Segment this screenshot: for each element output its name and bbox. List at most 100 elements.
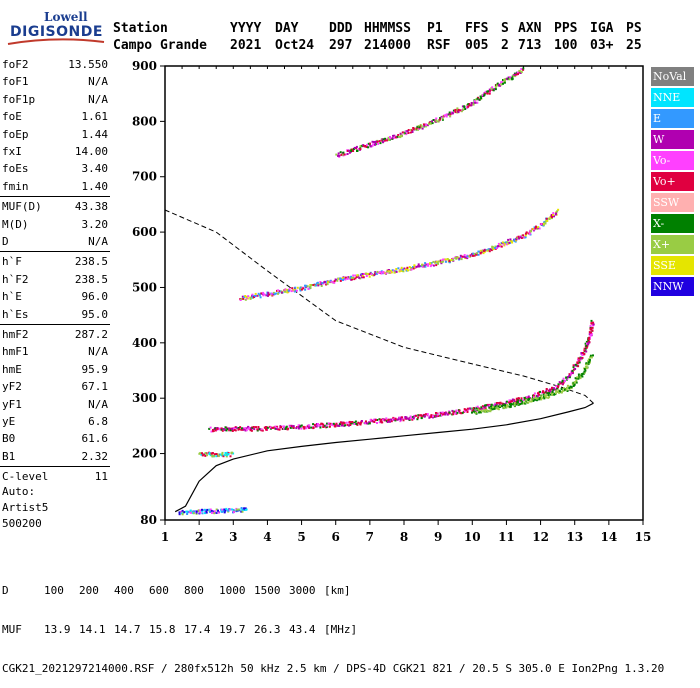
echo-point xyxy=(484,249,487,252)
echo-point xyxy=(513,239,516,242)
echo-point xyxy=(278,290,281,293)
footer-distance-value: 3000 xyxy=(289,584,316,597)
param-row: yE 6.8 xyxy=(0,413,112,431)
echo-point xyxy=(524,401,527,404)
y-tick-label: 200 xyxy=(132,447,157,461)
echo-point xyxy=(234,429,237,432)
echo-point xyxy=(479,249,482,252)
echo-point xyxy=(555,385,558,388)
echo-point xyxy=(238,428,241,430)
auto-program: Artist5 xyxy=(2,501,49,514)
echo-point xyxy=(517,73,519,76)
echo-point xyxy=(585,344,588,347)
echo-point xyxy=(374,271,377,274)
echo-point xyxy=(448,412,451,415)
echo-point xyxy=(520,397,523,400)
echo-point xyxy=(446,413,449,416)
echo-point xyxy=(260,292,263,295)
param-value: N/A xyxy=(88,345,108,359)
echo-point xyxy=(458,409,461,412)
echo-point xyxy=(592,323,595,326)
echo-point xyxy=(344,424,347,427)
echo-point xyxy=(510,77,513,80)
echo-point xyxy=(545,217,548,220)
echo-point xyxy=(348,420,351,423)
echo-point xyxy=(477,253,480,256)
echo-point xyxy=(221,508,224,511)
echo-point xyxy=(322,282,325,285)
echo-point xyxy=(560,388,563,390)
echo-point xyxy=(509,238,512,241)
echo-point xyxy=(317,284,320,287)
echo-point xyxy=(242,427,245,430)
echo-point xyxy=(199,452,202,455)
echo-point xyxy=(341,422,344,425)
echo-point xyxy=(363,144,365,147)
echo-point xyxy=(571,369,574,372)
param-key: B0 xyxy=(2,432,16,446)
echo-point xyxy=(244,508,247,511)
echo-point xyxy=(491,408,494,411)
echo-point xyxy=(387,270,390,273)
echo-point xyxy=(215,455,218,458)
echo-point xyxy=(480,406,483,409)
echo-point xyxy=(476,405,479,408)
param-key: M(D) xyxy=(2,217,29,231)
param-row: B0 61.6 xyxy=(0,430,112,448)
echo-point xyxy=(472,103,475,106)
echo-point xyxy=(365,422,368,425)
echo-point xyxy=(509,401,512,404)
echo-point xyxy=(357,421,360,424)
echo-point xyxy=(494,405,497,408)
echo-point xyxy=(332,424,335,427)
footer-muf-value: 15.8 xyxy=(149,623,176,636)
echo-point xyxy=(352,274,355,277)
echo-point xyxy=(346,153,349,155)
param-key: foF1p xyxy=(2,92,36,106)
echo-point xyxy=(517,399,519,402)
echo-point xyxy=(588,358,591,361)
echo-point xyxy=(552,213,555,216)
echo-point xyxy=(223,511,226,514)
echo-trace-f2-x xyxy=(471,354,594,415)
echo-point xyxy=(572,381,575,384)
echo-point xyxy=(581,354,584,356)
echo-point xyxy=(389,269,392,272)
echo-point xyxy=(339,277,342,280)
echo-point xyxy=(576,376,579,379)
param-value: N/A xyxy=(88,92,108,106)
echo-point xyxy=(484,91,487,94)
param-key: foEp xyxy=(2,127,29,141)
echo-point xyxy=(379,271,382,273)
echo-point xyxy=(405,416,408,419)
echo-point xyxy=(543,397,546,400)
echo-point xyxy=(268,293,271,296)
footer-distance-value: 1000 xyxy=(219,584,246,597)
echo-point xyxy=(395,270,398,273)
param-key: yF1 xyxy=(2,397,22,411)
echo-point xyxy=(551,394,554,396)
echo-point xyxy=(574,363,577,366)
echo-point xyxy=(324,424,327,427)
echo-point xyxy=(437,120,440,123)
echo-point xyxy=(509,239,512,242)
param-key: hmF1 xyxy=(2,345,29,359)
echo-point xyxy=(551,392,554,395)
echo-point xyxy=(519,236,522,239)
echo-point xyxy=(563,387,565,390)
echo-point xyxy=(546,219,549,222)
echo-point xyxy=(539,390,541,393)
echo-point xyxy=(409,131,412,134)
echo-point xyxy=(555,390,558,393)
echo-point xyxy=(471,254,474,257)
echo-point xyxy=(488,406,491,409)
echo-point xyxy=(448,261,451,264)
echo-point xyxy=(502,404,505,407)
echo-point xyxy=(587,362,590,365)
echo-point xyxy=(460,412,463,415)
echo-point xyxy=(382,141,384,144)
echo-point xyxy=(432,119,435,121)
echo-point xyxy=(203,512,206,515)
echo-point xyxy=(553,215,555,218)
echo-point xyxy=(567,376,570,378)
